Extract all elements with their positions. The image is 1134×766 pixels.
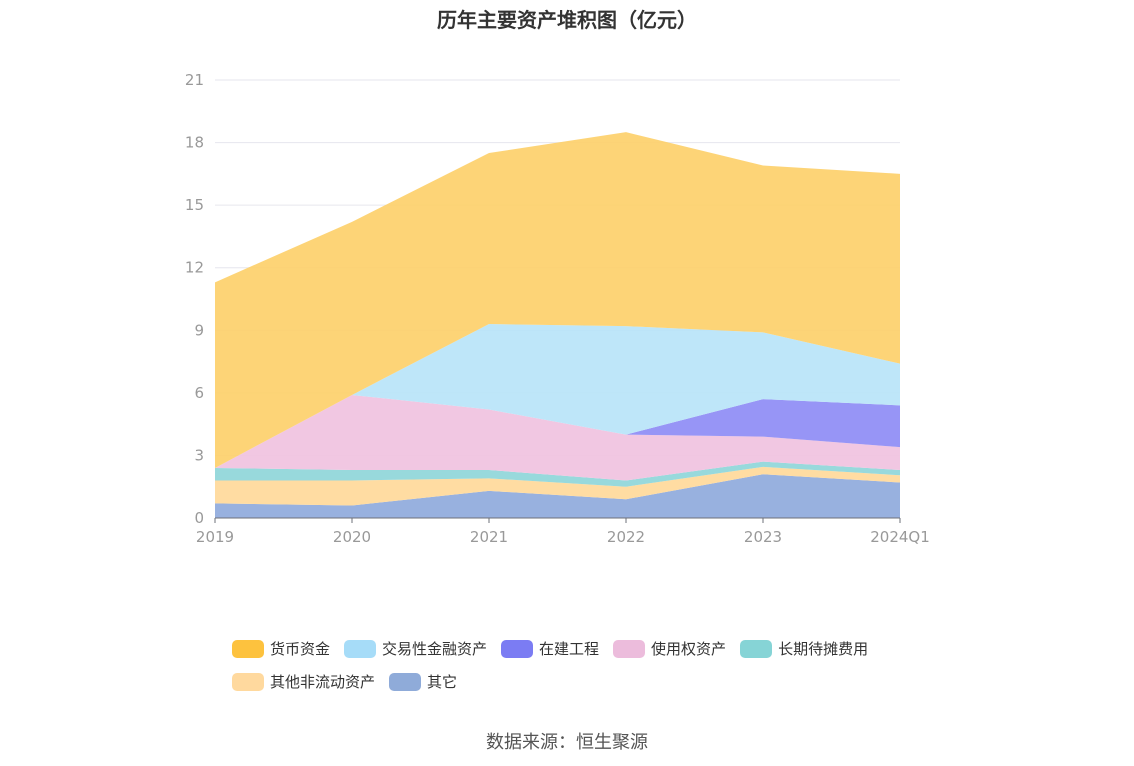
x-tick-label: 2022 (607, 528, 645, 546)
area-series-其它 (215, 474, 900, 518)
legend-label: 货币资金 (270, 640, 331, 658)
chart-title: 历年主要资产堆积图（亿元） (437, 8, 697, 32)
x-tick-label: 2019 (196, 528, 234, 546)
legend-item[interactable]: 货币资金 (232, 638, 330, 659)
x-tick-label: 2020 (333, 528, 371, 546)
area-series-group (215, 132, 900, 518)
area-series-货币资金 (215, 132, 900, 468)
legend-label: 长期待摊费用 (778, 640, 869, 658)
legend-item[interactable]: 交易性金融资产 (344, 638, 487, 659)
y-tick-label: 15 (185, 196, 204, 214)
legend-swatch (344, 639, 377, 658)
area-series-使用权资产 (215, 394, 900, 481)
area-series-交易性金融资产 (215, 324, 900, 468)
legend-swatch (613, 639, 646, 658)
y-tick-label: 3 (194, 446, 204, 464)
legend-item[interactable]: 其他非流动资产 (232, 671, 375, 692)
legend-swatch (740, 639, 773, 658)
legend-swatch (232, 672, 264, 691)
y-tick-label: 12 (185, 259, 204, 277)
x-tick-label: 2023 (744, 528, 782, 546)
legend-swatch (232, 639, 264, 658)
x-tick-label: 2021 (470, 528, 508, 546)
y-tick-label: 0 (194, 509, 204, 527)
area-series-其他非流动资产 (215, 466, 900, 506)
legend-item[interactable]: 其它 (389, 671, 457, 692)
legend: 货币资金 交易性金融资产 在建工程 使用权资产 长期待摊费用 其他非流动资产 其它 (232, 632, 932, 698)
area-series-长期待摊费用 (215, 461, 900, 487)
legend-item[interactable]: 在建工程 (501, 638, 599, 659)
y-tick-label: 21 (185, 71, 204, 89)
legend-swatch (389, 672, 422, 691)
y-tick-label: 18 (185, 134, 204, 152)
legend-row-2: 其他非流动资产 其它 (232, 665, 932, 698)
source-note: 数据来源：恒生聚源 (486, 732, 648, 753)
legend-label: 使用权资产 (651, 640, 727, 658)
y-tick-label: 9 (194, 321, 204, 339)
legend-label: 交易性金融资产 (382, 640, 488, 658)
legend-item[interactable]: 长期待摊费用 (740, 638, 868, 659)
y-tick-label: 6 (194, 384, 204, 402)
legend-item[interactable]: 使用权资产 (613, 638, 726, 659)
area-series-在建工程 (215, 394, 900, 468)
legend-label: 其他非流动资产 (270, 673, 376, 691)
legend-row-1: 货币资金 交易性金融资产 在建工程 使用权资产 长期待摊费用 (232, 632, 932, 665)
axes: 0 3 6 9 12 15 18 21 2019 2020 2021 2022 2023 2024Q1 (185, 71, 930, 546)
legend-label: 其它 (427, 673, 458, 691)
x-tick-label: 2024Q1 (870, 528, 930, 546)
legend-swatch (501, 639, 534, 658)
legend-label: 在建工程 (539, 640, 600, 658)
